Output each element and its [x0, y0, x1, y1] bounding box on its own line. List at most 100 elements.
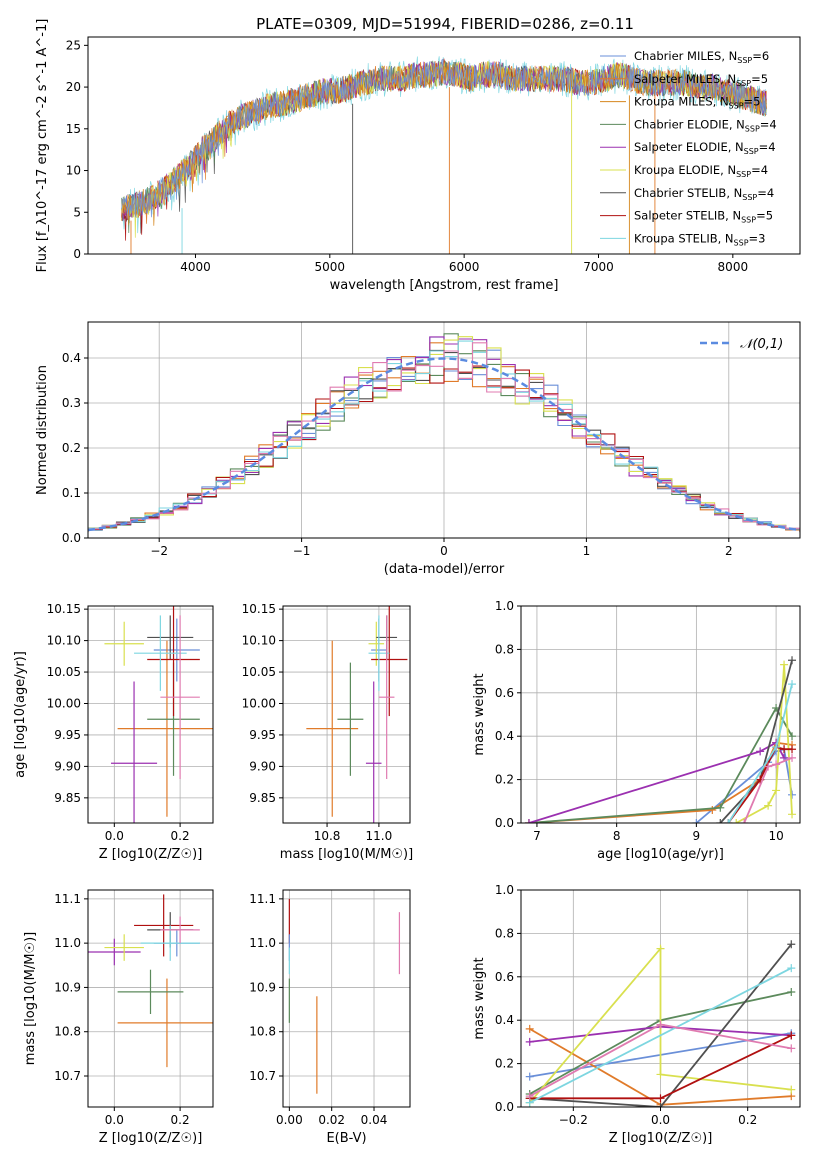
weight-marker [780, 660, 789, 669]
y-tick-label: 0.0 [495, 816, 514, 830]
weight-marker [772, 743, 781, 752]
x-tick-label: 0.0 [105, 1113, 124, 1127]
axes-weight_vs_age: 7 8 9 10 0.0 0.2 0.4 0.6 0.8 1.0 [495, 599, 800, 843]
y-axis-label: mass [log10(M/M☉)] [23, 932, 38, 1065]
weight-marker [732, 819, 741, 823]
weight-marker [787, 940, 796, 949]
errorbars [104, 606, 213, 823]
legend-subscript: SSP [745, 124, 760, 133]
weight-marker [656, 1094, 665, 1103]
legend-label-rest: =5 [744, 95, 761, 109]
x-tick-label: 7000 [583, 260, 614, 274]
x-tick-label: 0.00 [276, 1113, 303, 1127]
legend-label-rest: =4 [751, 163, 768, 177]
y-tick-label: 1.0 [495, 599, 514, 613]
y-tick-label: 15 [66, 122, 81, 136]
y-axis-label: mass weight [472, 957, 487, 1039]
weight-marker [525, 1092, 534, 1101]
weight-marker [764, 762, 773, 771]
y-tick-label: 11.1 [54, 892, 81, 906]
weight-marker [787, 987, 796, 996]
x-axis-label: E(B-V) [326, 1131, 366, 1146]
x-tick-label: 4000 [180, 260, 211, 274]
y-tick-label: 0 [73, 247, 81, 261]
x-axis-label: wavelength [Angstrom, rest frame] [330, 278, 559, 293]
weight-lines [525, 940, 796, 1107]
y-axis-label: Normed distribution [35, 365, 50, 495]
y-tick-label: 10.8 [54, 1025, 81, 1039]
x-axis-label: Z [log10(Z/Z☉)] [99, 847, 203, 862]
weight-marker [525, 1024, 534, 1033]
x-axis-label: Z [log10(Z/Z☉)] [99, 1131, 203, 1146]
y-tick-label: 0.8 [495, 926, 514, 940]
y-axis-label: age [log10(age/yr)] [13, 651, 28, 778]
y-tick-label: 10.00 [242, 696, 276, 710]
x-tick-label: 0.2 [738, 1113, 757, 1127]
weight-line [529, 943, 793, 1107]
weight-marker [656, 1020, 665, 1029]
histogram-steps [88, 333, 800, 533]
weight-line [528, 706, 793, 823]
x-tick-label: 10.8 [314, 829, 341, 843]
y-tick-label: 20 [66, 80, 81, 94]
axes-age_vs_Z: 0.0 0.2 9.85 9.90 9.95 10.00 10.05 10.10 10.15 [47, 602, 213, 843]
legend-subscript: SSP [734, 238, 749, 247]
x-tick-label: 1 [583, 544, 591, 558]
y-tick-label: 10.7 [249, 1069, 276, 1083]
legend-label: Kroupa STELIB, NSSP=3 [634, 231, 765, 247]
legend-label: Salpeter MILES, NSSP=5 [634, 72, 768, 88]
y-tick-label: 10 [66, 164, 81, 178]
x-tick-label: 9 [693, 829, 701, 843]
weight-marker [525, 1072, 534, 1081]
x-tick-label: 5000 [315, 260, 346, 274]
legend-label: Chabrier MILES, NSSP=6 [634, 49, 769, 65]
figure-title: PLATE=0309, MJD=51994, FIBERID=0286, z=0… [256, 15, 634, 33]
y-tick-label: 10.05 [242, 665, 276, 679]
y-tick-label: 11.0 [249, 936, 276, 950]
weight-marker [716, 803, 725, 812]
legend-label-rest: =5 [751, 72, 768, 86]
weight-marker [788, 656, 797, 665]
errorbars [288, 898, 401, 1094]
y-tick-label: 9.90 [249, 759, 276, 773]
x-tick-label: 11.0 [366, 829, 393, 843]
y-tick-label: 9.90 [54, 759, 81, 773]
axes-mass_vs_ebv: 0.00 0.02 0.04 10.7 10.8 10.9 11.0 11.1 [249, 890, 410, 1127]
x-axis-label: (data-model)/error [384, 562, 505, 577]
x-tick-label: −0.2 [559, 1113, 588, 1127]
axes-frame [282, 889, 411, 1108]
legend-subscript: SSP [736, 170, 751, 179]
x-tick-label: 2 [725, 544, 733, 558]
spectrum-lines [121, 56, 767, 254]
axes-frame [87, 321, 801, 539]
weight-marker [716, 819, 725, 823]
y-tick-label: 0.2 [62, 441, 81, 455]
weight-marker [692, 819, 701, 823]
y-tick-label: 0.0 [62, 531, 81, 545]
y-tick-label: 0.6 [495, 970, 514, 984]
weight-marker [787, 964, 796, 973]
y-tick-label: 0.4 [495, 1013, 514, 1027]
y-tick-label: 5 [73, 205, 81, 219]
spectrum-line [121, 58, 767, 218]
x-axis-label: Z [log10(Z/Z☉)] [609, 1131, 713, 1146]
y-tick-label: 10.10 [242, 634, 276, 648]
legend-label: Chabrier STELIB, NSSP=4 [634, 186, 774, 202]
legend-subscript: SSP [744, 147, 759, 156]
x-tick-label: 6000 [449, 260, 480, 274]
y-tick-label: 0.0 [495, 1100, 514, 1114]
weight-marker [788, 753, 797, 762]
weight-marker [756, 747, 765, 756]
normal-curve [88, 357, 798, 532]
x-tick-label: 0.2 [171, 829, 190, 843]
weight-marker [724, 819, 733, 823]
axes-residuals: −2 −1 0 1 2 0.0 0.1 0.2 0.3 0.4 [62, 322, 800, 558]
legend-label: Chabrier ELODIE, NSSP=4 [634, 117, 777, 133]
weight-line [528, 741, 785, 823]
legend-subscript: SSP [729, 102, 744, 111]
y-tick-label: 1.0 [495, 883, 514, 897]
legend-label-rest: =3 [749, 231, 766, 245]
x-tick-label: 0.04 [361, 1113, 388, 1127]
weight-line [529, 946, 792, 1104]
y-tick-label: 11.0 [54, 936, 81, 950]
